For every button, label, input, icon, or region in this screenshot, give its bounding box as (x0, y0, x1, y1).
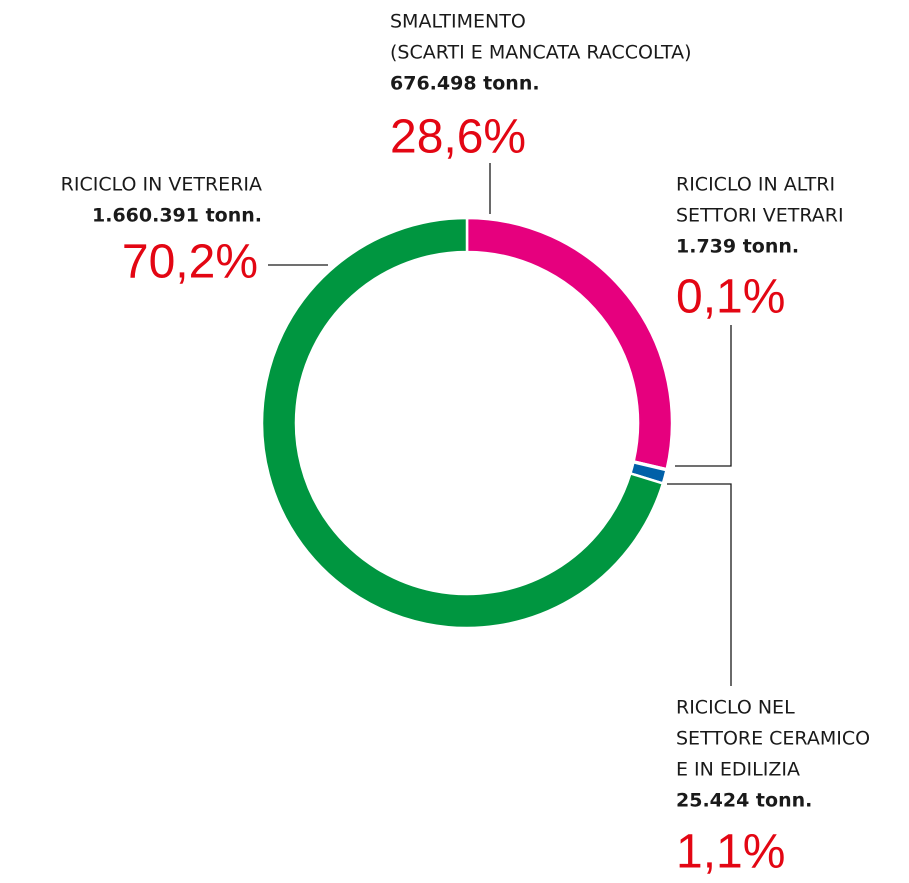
percent-label: 1,1% (676, 826, 785, 879)
category-label: RICICLO NEL (676, 697, 795, 719)
category-label: RICICLO IN VETRERIA (61, 174, 262, 196)
category-label: SETTORI VETRARI (676, 205, 844, 227)
leader-line (667, 483, 732, 686)
tonnage-label: 1.660.391 tonn. (92, 205, 262, 227)
tonnage-label: 1.739 tonn. (676, 236, 799, 258)
category-label: RICICLO IN ALTRI (676, 174, 835, 196)
category-label: SMALTIMENTO (390, 11, 526, 33)
percent-label: 0,1% (676, 271, 785, 324)
donut-segment (260, 216, 665, 630)
tonnage-label: 25.424 tonn. (676, 790, 812, 812)
category-label: (SCARTI E MANCATA RACCOLTA) (390, 42, 692, 64)
category-label: E IN EDILIZIA (676, 759, 800, 781)
category-label: SETTORE CERAMICO (676, 728, 870, 750)
donut-segment (465, 216, 674, 471)
tonnage-label: 676.498 tonn. (390, 73, 540, 95)
percent-label: 70,2% (122, 236, 258, 289)
leader-line (675, 325, 732, 467)
percent-label: 28,6% (390, 111, 526, 164)
